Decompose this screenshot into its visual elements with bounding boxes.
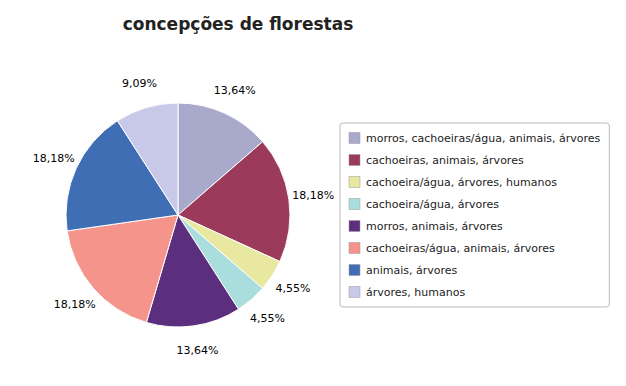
legend-frame [340, 123, 609, 307]
legend-swatch [349, 243, 360, 254]
legend-swatch [349, 199, 360, 210]
legend-entry: animais, árvores [366, 264, 458, 277]
slice [117, 103, 178, 215]
legend: morros, cachoeiras/água, animais, árvore… [340, 123, 609, 307]
data-label: 4,55% [250, 312, 285, 325]
legend-entry: cachoeiras, animais, árvores [366, 154, 524, 167]
slices [66, 103, 290, 327]
legend-swatch [349, 133, 360, 144]
title: concepções de florestas [123, 14, 354, 34]
legend-entry: cachoeiras/água, animais, árvores [366, 242, 555, 255]
legend-entry: morros, animais, árvores [366, 220, 503, 233]
legend-entry: cachoeira/água, árvores, humanos [366, 176, 557, 189]
data-label: 13,64% [176, 344, 218, 357]
data-label: 4,55% [275, 282, 310, 295]
legend-swatch [349, 221, 360, 232]
data-label: 13,64% [214, 84, 256, 97]
data-label: 18,18% [54, 298, 96, 311]
legend-swatch [349, 177, 360, 188]
legend-swatch [349, 287, 360, 298]
data-label: 9,09% [122, 77, 157, 90]
legend-entry: cachoeira/água, árvores [366, 198, 499, 211]
legend-entry: morros, cachoeiras/água, animais, árvore… [366, 132, 601, 145]
legend-entry: árvores, humanos [366, 286, 465, 299]
data-labels: 13,64% 18,18% 4,55% 4,55% 13,64% 18,18% 18,18%… [33, 77, 334, 356]
data-label: 18,18% [292, 189, 334, 202]
legend-swatch [349, 155, 360, 166]
legend-swatch [349, 265, 360, 276]
data-label: 18,18% [33, 152, 75, 165]
